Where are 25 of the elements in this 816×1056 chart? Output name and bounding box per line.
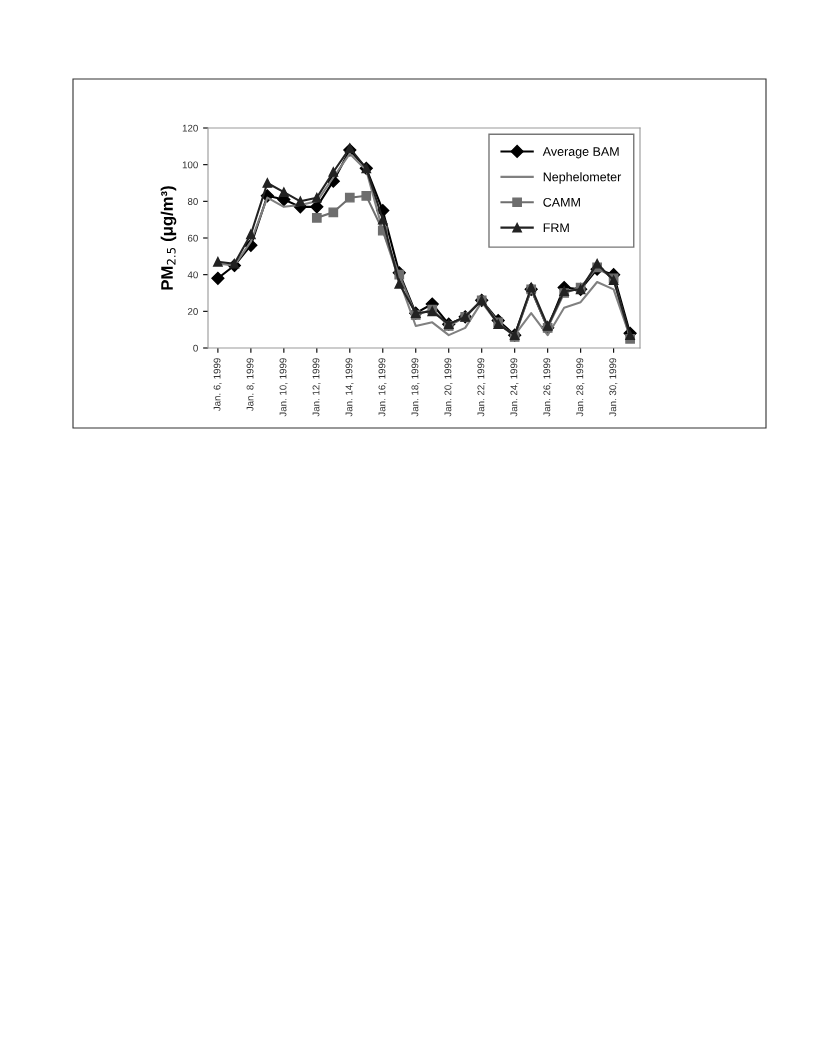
y-tick-label: 120: [182, 124, 198, 132]
y-tick-label: 40: [187, 271, 198, 279]
x-tick-label: Jan. 22, 1999: [477, 358, 486, 417]
y-tick-label: 100: [182, 161, 198, 169]
y-tick-label: 80: [187, 198, 198, 205]
x-tick-label: Jan. 30, 1999: [609, 358, 618, 417]
legend-label: Nephelometer: [543, 172, 622, 184]
x-tick-label: Jan. 16, 1999: [378, 358, 387, 417]
x-tick-label: Jan. 14, 1999: [345, 358, 354, 417]
y-tick-label: 60: [187, 234, 198, 242]
x-tick-label: Jan. 20, 1999: [444, 358, 453, 417]
y-tick-label: 0: [193, 344, 198, 352]
x-tick-label: Jan. 12, 1999: [312, 358, 321, 417]
y-tick-label: 20: [187, 308, 198, 315]
x-tick-label: Jan. 10, 1999: [279, 358, 288, 417]
x-tick-label: Jan. 8, 1999: [246, 358, 255, 412]
x-tick-label: Jan. 26, 1999: [543, 358, 552, 417]
legend-label: Average BAM: [542, 147, 619, 159]
y-axis-title: PM$_{2.5}$ (μg/m³): [160, 186, 177, 290]
x-tick-label: Jan. 18, 1999: [411, 358, 420, 417]
x-tick-label: Jan. 6, 1999: [213, 358, 222, 412]
x-tick-label: Jan. 24, 1999: [510, 358, 519, 417]
x-tick-label: Jan. 28, 1999: [576, 358, 585, 417]
legend-label: CAMM: [543, 197, 580, 207]
legend-label: FRM: [543, 223, 569, 233]
